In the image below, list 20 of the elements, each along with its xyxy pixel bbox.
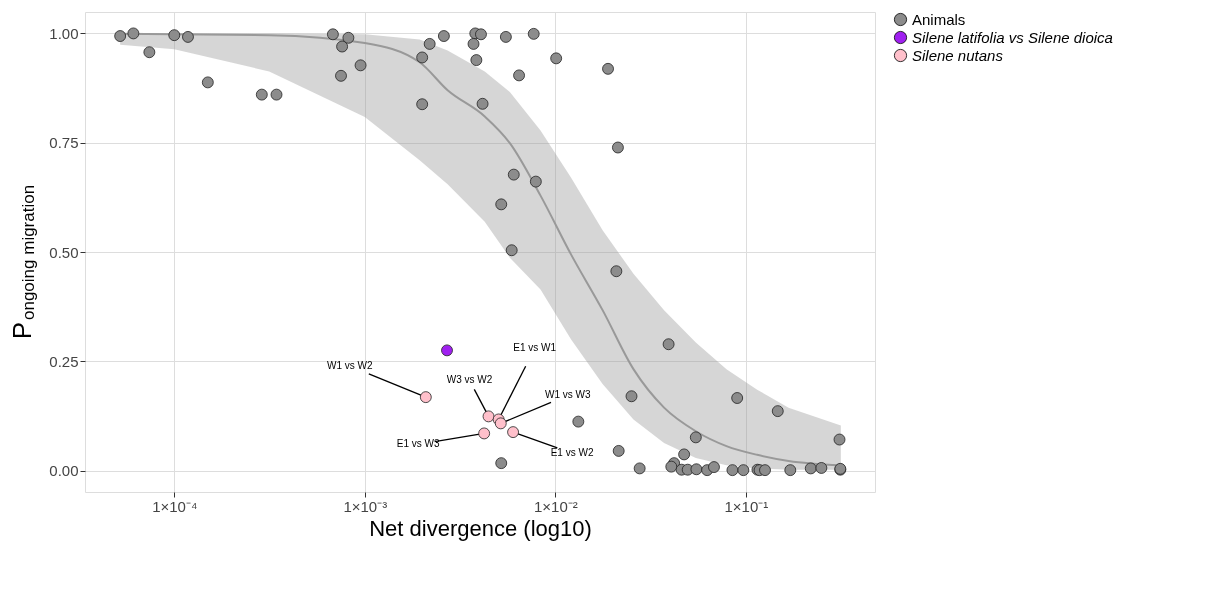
annotation: W3 vs W2	[446, 374, 493, 386]
x-tick-label: 1×10⁻²	[533, 497, 578, 515]
x-tick-label: 1×10⁻⁴	[152, 497, 198, 515]
x-tick-label: 1×10⁻¹	[724, 497, 769, 515]
y-axis-title: Pongoing migration	[7, 184, 38, 340]
legend-label: Silene nutans	[912, 46, 1004, 64]
annotation: W1 vs W2	[327, 360, 374, 372]
annotation: E1 vs W1	[513, 342, 557, 354]
legend-label: Silene latifolia vs Silene dioica	[912, 28, 1113, 46]
legend-label: Animals	[912, 10, 966, 28]
annotation: E1 vs W2	[550, 447, 594, 459]
y-tick-label: 0.75	[49, 134, 79, 152]
annotation: E1 vs W3	[396, 438, 440, 450]
y-tick-label: 1.00	[49, 24, 79, 42]
y-tick-label: 0.00	[49, 462, 79, 480]
x-axis-title: Net divergence (log10)	[369, 515, 592, 541]
y-tick-label: 0.25	[49, 352, 79, 370]
x-tick-label: 1×10⁻³	[343, 497, 388, 515]
annotation: W1 vs W3	[544, 389, 591, 401]
y-tick-label: 0.50	[49, 243, 79, 261]
